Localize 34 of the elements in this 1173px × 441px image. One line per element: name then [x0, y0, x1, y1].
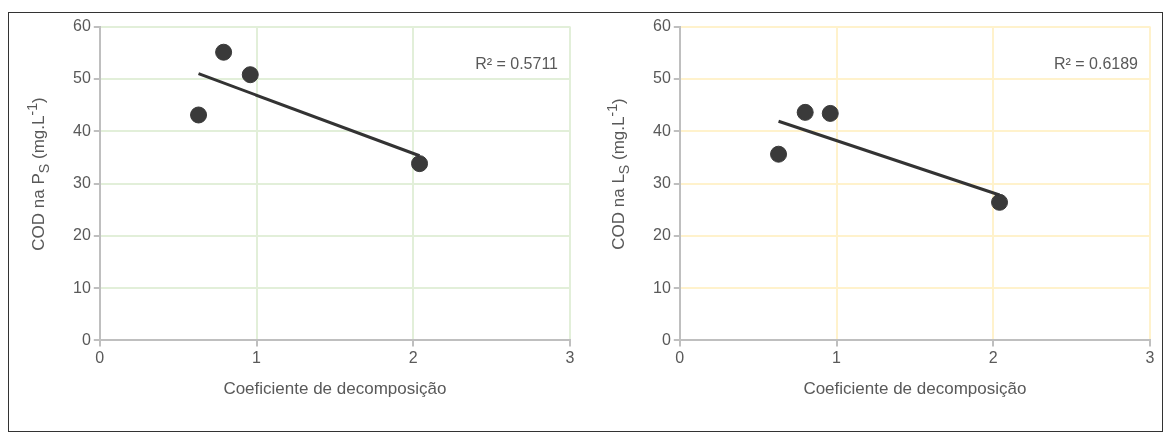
x-axis-title: Coeficiente de decomposição	[223, 379, 447, 399]
y-tick-label: 20	[73, 226, 91, 244]
annotation: R² = 0.5711	[475, 55, 559, 73]
point	[770, 145, 788, 163]
x-tick-label: 3	[1145, 349, 1155, 367]
x-tick-label: 3	[565, 349, 575, 367]
y-tick-label: 10	[653, 278, 671, 296]
y-tick-label: 60	[73, 17, 91, 35]
y-tick-label: 50	[653, 69, 671, 87]
x-tick-label: 0	[675, 349, 685, 367]
annotation: R² = 0.6189	[1053, 55, 1139, 73]
y-tick-label: 30	[73, 173, 91, 191]
y-tick-label: 20	[653, 226, 671, 244]
y-tick-label: 0	[81, 330, 91, 348]
y-tick-label: 60	[653, 17, 671, 35]
point	[796, 103, 814, 121]
x-tick-label: 2	[988, 349, 998, 367]
y-tick-label: 50	[73, 69, 91, 87]
point	[190, 106, 208, 124]
x-axis-title: Coeficiente de decomposição	[803, 379, 1027, 399]
y-tick-label: 30	[653, 173, 671, 191]
x-tick-label: 0	[95, 349, 105, 367]
point	[215, 43, 233, 61]
y-tick-label: 40	[653, 121, 671, 139]
y-tick-label: 0	[661, 330, 671, 348]
point	[821, 104, 839, 122]
point	[241, 66, 259, 84]
y-tick-label: 40	[73, 121, 91, 139]
point	[411, 155, 429, 173]
x-tick-label: 1	[252, 349, 262, 367]
x-tick-label: 1	[832, 349, 842, 367]
point	[991, 193, 1009, 211]
x-tick-label: 2	[408, 349, 418, 367]
y-tick-label: 10	[73, 278, 91, 296]
